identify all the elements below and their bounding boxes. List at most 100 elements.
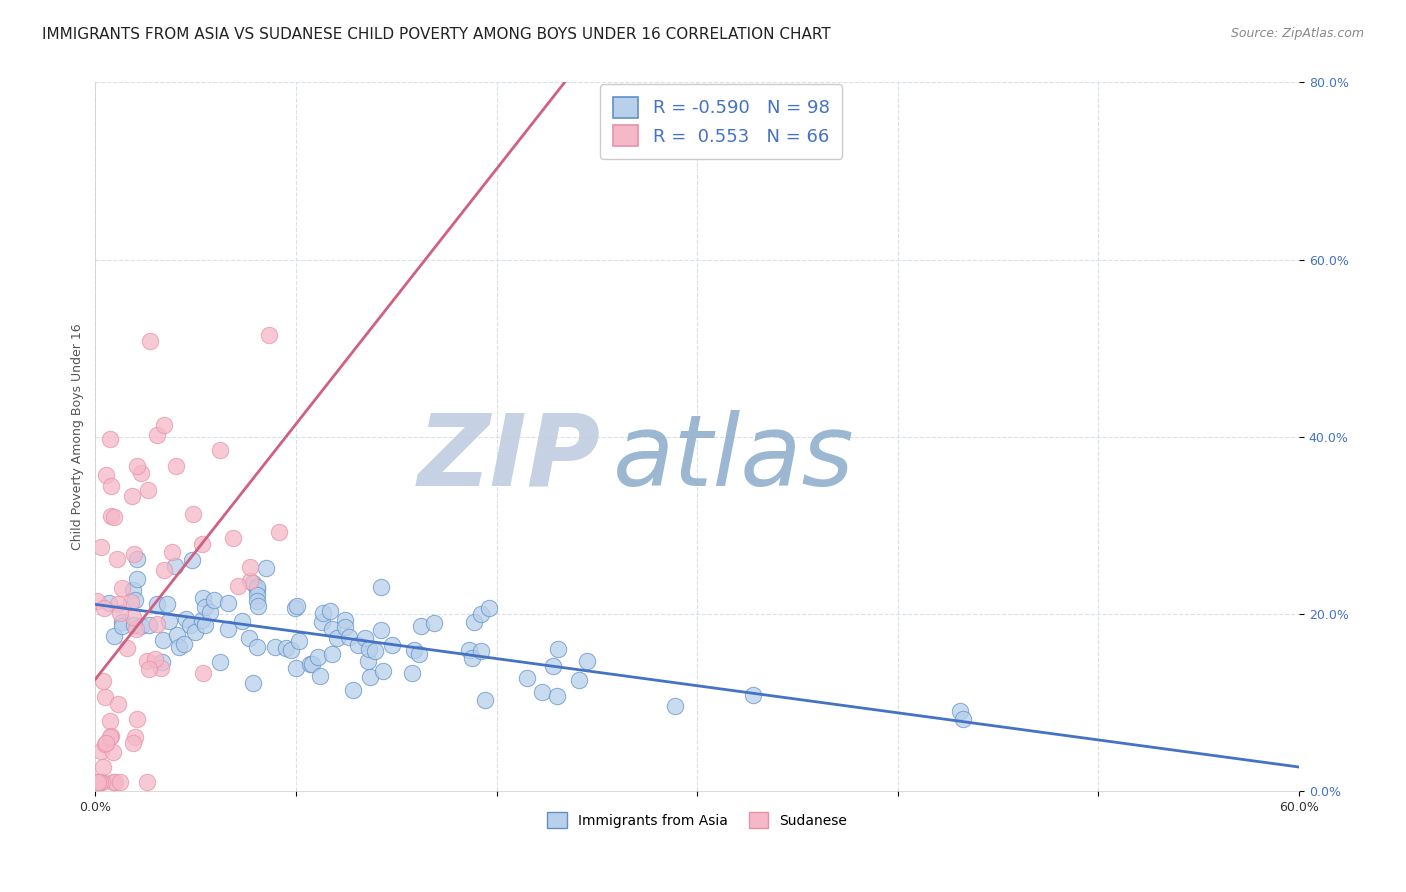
Point — [194, 618, 217, 632]
Point — [546, 690, 568, 704]
Point — [89, 775, 111, 789]
Point — [167, 640, 190, 655]
Point — [122, 617, 145, 632]
Point — [103, 509, 125, 524]
Point — [457, 642, 479, 657]
Point — [143, 652, 166, 666]
Point — [461, 650, 484, 665]
Point — [157, 614, 180, 628]
Point — [156, 597, 179, 611]
Point — [530, 685, 553, 699]
Point — [246, 593, 269, 607]
Point — [408, 647, 430, 661]
Point — [337, 630, 360, 644]
Point — [122, 582, 145, 597]
Point — [239, 560, 262, 574]
Point — [136, 775, 159, 789]
Point — [97, 596, 120, 610]
Point — [742, 688, 765, 702]
Point — [409, 618, 432, 632]
Point — [91, 674, 114, 689]
Text: IMMIGRANTS FROM ASIA VS SUDANESE CHILD POVERTY AMONG BOYS UNDER 16 CORRELATION C: IMMIGRANTS FROM ASIA VS SUDANESE CHILD P… — [42, 27, 831, 42]
Point — [98, 730, 121, 744]
Point — [470, 607, 492, 622]
Point — [246, 588, 269, 602]
Point — [87, 775, 110, 789]
Point — [184, 624, 207, 639]
Point — [105, 551, 128, 566]
Point — [146, 617, 169, 632]
Point — [152, 633, 174, 648]
Point — [121, 489, 143, 503]
Point — [149, 661, 172, 675]
Point — [664, 698, 686, 713]
Text: atlas: atlas — [613, 409, 855, 507]
Point — [174, 612, 197, 626]
Point — [274, 640, 297, 655]
Point — [191, 591, 214, 605]
Point — [111, 581, 134, 595]
Point — [342, 683, 364, 698]
Point — [309, 669, 332, 683]
Point — [402, 643, 425, 657]
Point — [333, 620, 356, 634]
Point — [311, 615, 333, 630]
Point — [245, 583, 267, 598]
Point — [321, 622, 343, 636]
Point — [153, 563, 176, 577]
Point — [100, 509, 122, 524]
Point — [202, 593, 225, 607]
Point — [94, 690, 117, 704]
Point — [125, 552, 148, 566]
Point — [242, 575, 264, 590]
Point — [364, 644, 387, 658]
Point — [91, 759, 114, 773]
Point — [86, 594, 108, 608]
Point — [111, 615, 134, 630]
Point — [104, 775, 127, 789]
Point — [93, 601, 115, 615]
Point — [138, 617, 160, 632]
Point — [307, 650, 329, 665]
Point — [122, 736, 145, 750]
Point — [547, 642, 569, 657]
Point — [127, 459, 149, 474]
Point — [311, 606, 333, 620]
Point — [191, 537, 214, 551]
Point — [166, 628, 188, 642]
Y-axis label: Child Poverty Among Boys Under 16: Child Poverty Among Boys Under 16 — [72, 324, 84, 550]
Point — [238, 631, 260, 645]
Point — [422, 616, 444, 631]
Point — [94, 737, 117, 751]
Point — [194, 599, 217, 614]
Point — [285, 599, 308, 613]
Point — [101, 746, 124, 760]
Point — [209, 443, 232, 458]
Point — [160, 544, 183, 558]
Point — [568, 673, 591, 687]
Point — [373, 664, 395, 678]
Point — [321, 648, 343, 662]
Point — [401, 666, 423, 681]
Text: ZIP: ZIP — [418, 409, 600, 507]
Point — [284, 661, 307, 675]
Legend: Immigrants from Asia, Sudanese: Immigrants from Asia, Sudanese — [541, 806, 852, 834]
Point — [100, 730, 122, 744]
Point — [359, 670, 381, 684]
Point — [124, 593, 146, 607]
Point — [86, 775, 108, 789]
Point — [280, 643, 302, 657]
Point — [191, 613, 214, 627]
Point — [231, 615, 253, 629]
Point — [516, 671, 538, 685]
Point — [370, 580, 392, 594]
Point — [246, 580, 269, 594]
Point — [333, 613, 356, 627]
Point — [952, 712, 974, 726]
Point — [246, 640, 269, 654]
Point — [145, 597, 167, 611]
Point — [298, 657, 321, 671]
Point — [269, 525, 291, 540]
Point — [165, 558, 187, 573]
Point — [90, 540, 112, 554]
